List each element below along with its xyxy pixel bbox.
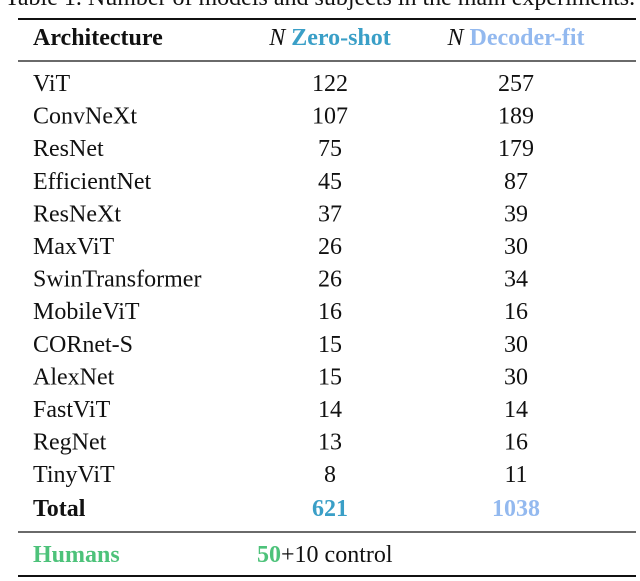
humans-zero-shot: 50: [257, 542, 281, 568]
architecture-cell: ConvNeXt: [33, 104, 137, 130]
zero-shot-cell: 107: [312, 104, 348, 130]
header-zero-shot: N Zero-shot: [268, 25, 391, 51]
architecture-cell: CORnet-S: [33, 332, 133, 358]
zero-shot-cell: 75: [318, 136, 342, 162]
decoder-fit-cell: 16: [504, 299, 528, 325]
total-decoder-fit: 1038: [492, 496, 540, 522]
decoder-fit-cell: 30: [504, 364, 528, 390]
architecture-cell: EfficientNet: [33, 169, 152, 195]
humans-count: 50+10 control: [257, 542, 393, 568]
table-body: ViT 122 257 ConvNeXt 107 189 ResNet 75 179 Effici…: [33, 71, 534, 488]
humans-label: Humans: [33, 542, 120, 568]
architecture-cell: TinyViT: [33, 462, 115, 488]
decoder-fit-cell: 39: [504, 201, 528, 227]
architecture-cell: SwinTransformer: [33, 267, 201, 293]
zero-shot-cell: 13: [318, 430, 342, 456]
decoder-fit-cell: 257: [498, 71, 534, 97]
caption: Table 1. Number of models and subjects i…: [5, 0, 635, 11]
humans-extra: +10 control: [281, 542, 393, 568]
architecture-cell: AlexNet: [33, 364, 115, 390]
decoder-fit-cell: 179: [498, 136, 534, 162]
architecture-cell: MaxViT: [33, 234, 115, 260]
architecture-cell: RegNet: [33, 430, 107, 456]
architecture-cell: MobileViT: [33, 299, 140, 325]
zero-shot-cell: 26: [318, 234, 342, 260]
header-decoder-fit: N Decoder-fit: [446, 25, 584, 51]
decoder-fit-cell: 189: [498, 104, 534, 130]
total-label: Total: [33, 496, 86, 522]
header-architecture: Architecture: [33, 25, 163, 51]
zero-shot-cell: 15: [318, 332, 342, 358]
decoder-fit-cell: 87: [504, 169, 528, 195]
zero-shot-cell: 26: [318, 267, 342, 293]
decoder-fit-cell: 16: [504, 430, 528, 456]
zero-shot-cell: 15: [318, 364, 342, 390]
header-prefix: N: [446, 25, 465, 51]
zero-shot-cell: 45: [318, 169, 342, 195]
total-zero-shot: 621: [312, 496, 348, 522]
decoder-fit-cell: 11: [504, 462, 527, 488]
decoder-fit-cell: 34: [504, 267, 528, 293]
decoder-fit-cell: 14: [504, 397, 528, 423]
architecture-cell: ViT: [33, 71, 71, 97]
decoder-fit-cell: 30: [504, 234, 528, 260]
header-prefix: N: [268, 25, 287, 51]
zero-shot-cell: 14: [318, 397, 342, 423]
architecture-cell: ResNeXt: [33, 201, 121, 227]
zero-shot-cell: 8: [324, 462, 336, 488]
header-label: Zero-shot: [291, 25, 391, 51]
decoder-fit-cell: 30: [504, 332, 528, 358]
zero-shot-cell: 16: [318, 299, 342, 325]
header-label: Decoder-fit: [469, 25, 584, 51]
architecture-cell: FastViT: [33, 397, 111, 423]
zero-shot-cell: 122: [312, 71, 348, 97]
zero-shot-cell: 37: [318, 201, 342, 227]
architecture-cell: ResNet: [33, 136, 104, 162]
